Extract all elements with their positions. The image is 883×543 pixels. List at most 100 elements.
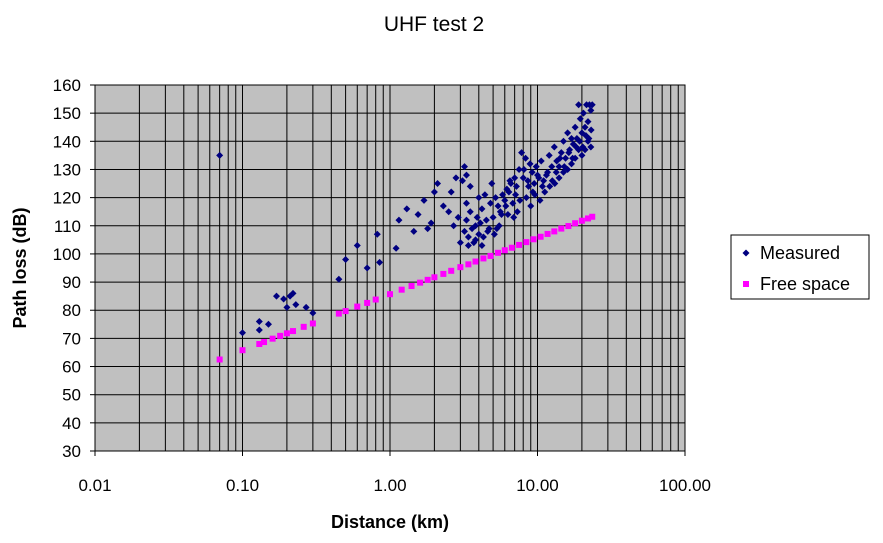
measured-point <box>485 225 493 233</box>
measured-point <box>424 225 432 233</box>
measured-point <box>342 256 350 264</box>
measured-point <box>472 222 480 230</box>
free-space-point <box>457 264 464 271</box>
measured-point <box>403 205 411 213</box>
x-axis-ticks: 0.01 0.10 1.00 10.00 100.00 <box>78 451 711 495</box>
free-space-point <box>544 230 551 237</box>
measured-point <box>486 199 494 207</box>
free-space-point <box>387 291 393 298</box>
measured-point <box>528 168 536 176</box>
grid-lines <box>95 85 685 451</box>
measured-point <box>280 295 288 303</box>
measured-point <box>501 196 509 204</box>
free-space-point <box>239 347 246 354</box>
free-space-point <box>501 247 508 254</box>
free-space-point <box>431 274 438 281</box>
y-tick-label: 150 <box>53 104 81 123</box>
measured-point <box>434 180 442 188</box>
free-space-point <box>440 270 447 277</box>
free-space-point <box>309 320 316 327</box>
free-space-point <box>290 328 297 335</box>
free-space-point <box>256 341 263 348</box>
measured-point <box>552 168 560 176</box>
legend-marker <box>742 249 750 257</box>
measured-point <box>289 289 297 297</box>
measured-point <box>272 292 280 300</box>
y-axis-ticks: 30 40 50 60 70 80 90 100 110 120 130 140 150 160 <box>53 76 95 461</box>
measured-point <box>512 182 520 190</box>
series-measured <box>216 101 596 337</box>
measured-point <box>475 194 483 202</box>
y-tick-label: 110 <box>54 217 81 236</box>
free-space-point <box>530 236 537 243</box>
free-space-point <box>342 308 349 315</box>
y-tick-label: 40 <box>62 414 81 433</box>
measured-point <box>562 154 570 162</box>
measured-point <box>309 309 317 317</box>
measured-point <box>335 275 343 283</box>
measured-point <box>373 230 381 238</box>
measured-point <box>512 191 520 199</box>
measured-point <box>579 109 587 117</box>
measured-point <box>527 202 535 210</box>
free-space-point <box>283 330 290 337</box>
x-tick-label: 100.00 <box>659 476 711 495</box>
measured-point <box>567 160 575 168</box>
measured-point <box>414 211 422 219</box>
measured-point <box>540 177 548 185</box>
measured-point <box>564 129 572 137</box>
free-space-point <box>487 252 494 259</box>
measured-point <box>506 177 514 185</box>
measured-point <box>283 303 291 311</box>
measured-point <box>473 213 481 221</box>
measured-point <box>478 205 486 213</box>
measured-point <box>510 213 518 221</box>
free-space-point <box>551 228 558 235</box>
measured-point <box>509 199 517 207</box>
free-space-point <box>589 213 596 220</box>
free-space-point <box>578 217 585 224</box>
measured-point <box>511 174 519 182</box>
measured-point <box>564 165 572 173</box>
measured-point <box>576 115 584 123</box>
free-space-point <box>261 339 268 346</box>
measured-point <box>537 157 545 165</box>
free-space-point <box>523 239 530 246</box>
measured-point <box>587 106 595 114</box>
measured-point <box>478 241 486 249</box>
measured-point <box>464 241 472 249</box>
measured-point <box>427 219 435 227</box>
free-space-point <box>354 303 361 310</box>
measured-point <box>456 239 464 247</box>
measured-point <box>292 301 300 309</box>
measured-point <box>548 163 556 171</box>
measured-point <box>536 196 544 204</box>
measured-point <box>584 137 592 145</box>
measured-point <box>526 160 534 168</box>
measured-point <box>575 146 583 154</box>
measured-point <box>445 208 453 216</box>
y-tick-label: 100 <box>53 245 81 264</box>
y-tick-label: 30 <box>62 442 81 461</box>
measured-point <box>513 208 521 216</box>
measured-point <box>522 154 530 162</box>
free-space-point <box>537 233 544 240</box>
measured-point <box>515 165 523 173</box>
free-space-point <box>480 255 487 262</box>
measured-point <box>502 202 510 210</box>
measured-point <box>578 151 586 159</box>
free-space-point <box>277 332 284 339</box>
legend-label: Free space <box>760 274 850 294</box>
measured-point <box>489 213 497 221</box>
measured-point <box>556 154 564 162</box>
measured-point <box>538 182 546 190</box>
measured-point <box>499 191 507 199</box>
measured-point <box>216 151 224 159</box>
measured-point <box>555 163 563 171</box>
measured-point <box>581 123 589 131</box>
free-space-point <box>465 261 472 268</box>
measured-point <box>490 230 498 238</box>
measured-point <box>239 329 246 337</box>
measured-point <box>450 222 458 230</box>
